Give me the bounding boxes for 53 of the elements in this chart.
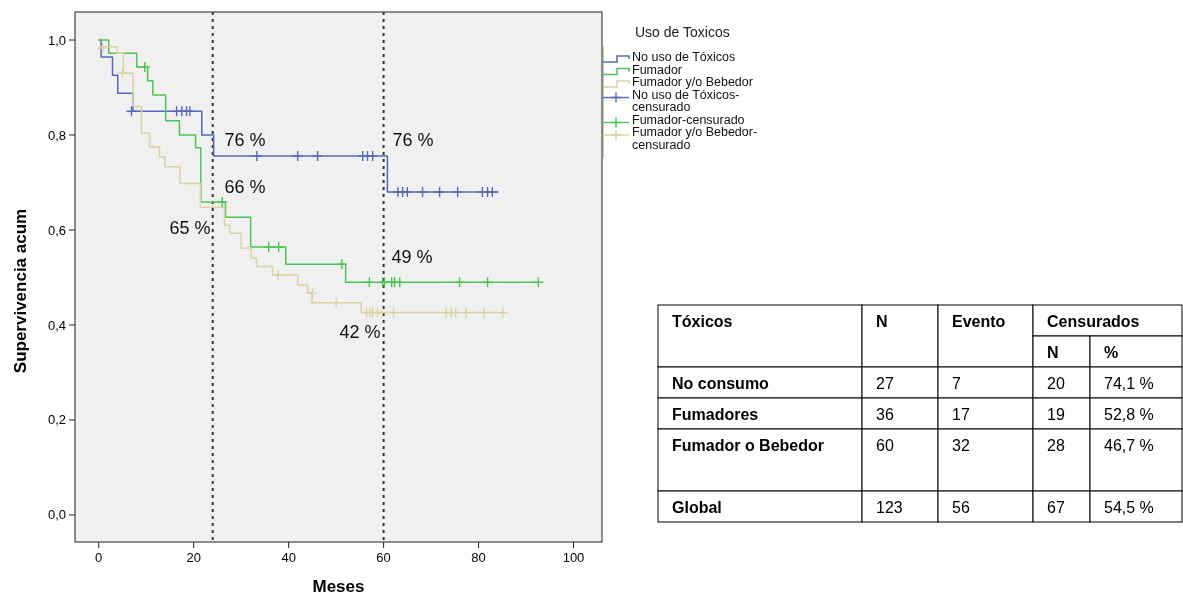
x-tick-label: 20 <box>186 550 201 565</box>
text: 20 <box>1047 375 1065 392</box>
annotation: 49 % <box>391 247 433 268</box>
legend-label: Fumador-censurado <box>632 112 745 127</box>
text: Fumadores <box>672 406 759 423</box>
text: 17 <box>952 406 970 423</box>
text: 67 <box>1047 499 1065 516</box>
text: 27 <box>876 375 894 392</box>
text: 54,5 % <box>1104 499 1154 516</box>
x-tick-label: 60 <box>376 550 391 565</box>
text: No consumo <box>672 375 770 392</box>
x-tick-label: 0 <box>95 550 103 565</box>
annotation: 76 % <box>392 130 434 151</box>
text: 52,8 % <box>1104 406 1154 423</box>
y-tick-label: 1,0 <box>47 32 66 48</box>
x-tick-label: 100 <box>562 550 585 565</box>
legend-title: Uso de Toxicos <box>635 24 730 40</box>
text: Evento <box>952 313 1006 330</box>
y-tick-label: 0,4 <box>47 317 66 333</box>
text: 74,1 % <box>1104 375 1154 392</box>
legend-label: Fumador y/o Bebedor <box>632 75 753 89</box>
text: 32 <box>952 437 970 454</box>
text: Tóxicos <box>672 313 733 330</box>
text: % <box>1104 344 1119 361</box>
y-axis-title: Supervivencia acum <box>11 208 30 374</box>
legend-label: Fumador y/o Bebedor-censurado <box>632 125 758 152</box>
y-tick-label: 0,0 <box>47 507 66 523</box>
text: 19 <box>1047 406 1065 423</box>
text: 123 <box>876 499 903 516</box>
x-tick-label: 80 <box>471 550 486 565</box>
text: 60 <box>876 437 894 454</box>
x-tick-label: 40 <box>281 550 296 565</box>
text: Fumador o Bebedor <box>672 437 825 454</box>
text: N <box>1047 344 1059 361</box>
text: Censurados <box>1047 313 1140 330</box>
legend-label: Fumador <box>632 62 683 77</box>
text: 36 <box>876 406 894 423</box>
y-tick-label: 0,2 <box>47 412 66 428</box>
text: N <box>876 313 888 330</box>
legend-label: No uso de Tóxicos-censurado <box>632 87 740 114</box>
annotation: 42 % <box>339 322 381 343</box>
annotation: 66 % <box>224 177 266 198</box>
legend-label: No uso de Tóxicos <box>632 50 736 64</box>
text: 56 <box>952 499 970 516</box>
x-axis-title: Meses <box>312 577 365 594</box>
text: 28 <box>1047 437 1065 454</box>
text: 7 <box>952 375 961 392</box>
text: Global <box>672 499 722 516</box>
annotation: 76 % <box>224 130 266 151</box>
y-tick-label: 0,8 <box>47 127 66 143</box>
annotation: 65 % <box>169 218 211 239</box>
text: 46,7 % <box>1104 437 1154 454</box>
y-tick-label: 0,6 <box>47 222 66 238</box>
